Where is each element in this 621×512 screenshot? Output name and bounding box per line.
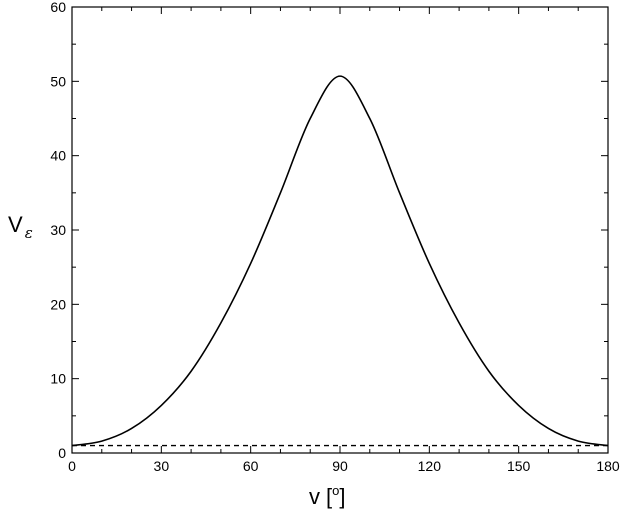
y-tick-label: 60 — [50, 0, 66, 15]
y-tick-label: 30 — [50, 222, 66, 238]
x-tick-label: 0 — [68, 458, 76, 474]
chart-series — [71, 75, 609, 447]
x-tick-label: 150 — [507, 458, 531, 474]
plot-frame — [71, 6, 609, 454]
x-tick-label: 120 — [418, 458, 442, 474]
y-tick-label: 40 — [50, 148, 66, 164]
x-tick-label: 90 — [332, 458, 348, 474]
y-tick-label: 50 — [50, 73, 66, 89]
y-tick-label: 20 — [50, 296, 66, 312]
y-tick-label: 10 — [50, 371, 66, 387]
x-axis-label: v [o] — [309, 483, 345, 509]
x-tick-label: 180 — [596, 458, 620, 474]
y-tick-label: 0 — [58, 445, 66, 461]
x-tick-label: 60 — [243, 458, 259, 474]
y-axis-label-main: V — [8, 212, 23, 237]
solid-curve-line — [71, 75, 609, 447]
x-axis-label-bracket-open: [ — [326, 484, 332, 509]
axis-ticks — [71, 6, 609, 454]
axis-tick-labels: 0 30 60 90 120 150 180 0 10 20 30 40 50 60 — [50, 0, 619, 474]
x-axis-label-main: v — [309, 484, 320, 509]
y-axis-label-subscript: ε — [25, 224, 33, 242]
x-axis-label-bracket-close: ] — [339, 484, 345, 509]
x-tick-label: 30 — [154, 458, 170, 474]
x-axis-label-unit: o — [332, 483, 339, 498]
